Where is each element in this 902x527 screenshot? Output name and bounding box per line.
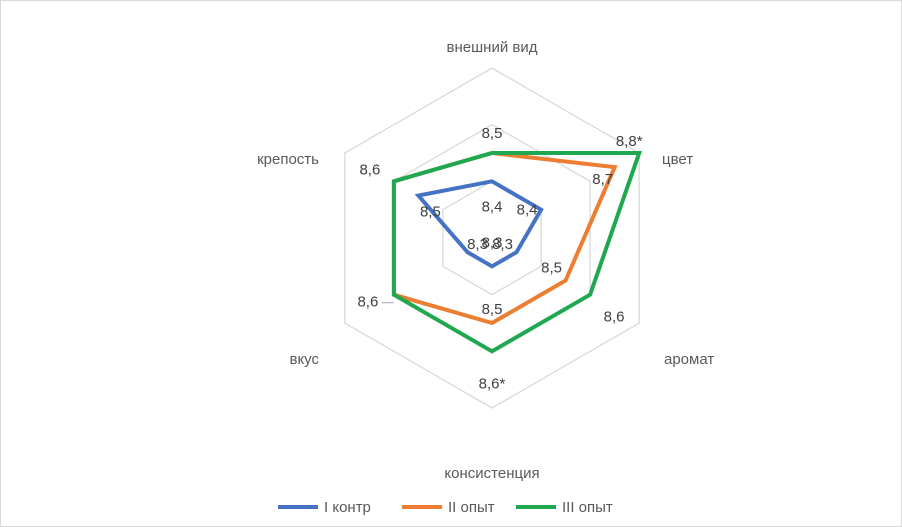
data-label: 8,5	[482, 301, 503, 318]
legend-item: III опыт	[562, 499, 613, 516]
category-label: аромат	[664, 351, 714, 368]
category-label: крепость	[257, 151, 319, 168]
data-label: 8,7	[592, 171, 613, 188]
legend: I контр II опыт III опыт	[278, 499, 613, 516]
data-label: 8,8*	[616, 133, 643, 150]
data-label: 8,6	[357, 294, 378, 311]
series-line-3	[391, 151, 643, 354]
data-label: 8,6	[359, 161, 380, 178]
legend-item: II опыт	[448, 499, 495, 516]
data-label: 8,6	[604, 309, 625, 326]
data-label: 8,4	[517, 202, 538, 219]
series-line-1	[414, 179, 544, 269]
category-label: внешний вид	[447, 39, 538, 56]
category-labels: внешний вид цвет аромат консистенция вкус кре…	[257, 39, 714, 482]
data-label: 8,3	[482, 234, 503, 251]
category-label: цвет	[662, 151, 693, 168]
data-label: 8,3	[467, 236, 488, 253]
legend-item: I контр	[324, 499, 371, 516]
category-label: вкус	[289, 351, 319, 368]
category-label: консистенция	[444, 465, 539, 482]
data-label: 8,5	[482, 125, 503, 142]
data-label: 8,5	[420, 204, 441, 221]
data-label: 8,6*	[479, 375, 506, 392]
radar-series	[391, 150, 643, 354]
data-label: 8,4	[482, 198, 503, 215]
data-label: 8,3	[492, 236, 513, 253]
data-labels: 8,4 8,48,38,38,38,58,78,58,58,5 8,8*8,68,6…	[357, 125, 642, 392]
data-label: 8,5	[541, 260, 562, 277]
